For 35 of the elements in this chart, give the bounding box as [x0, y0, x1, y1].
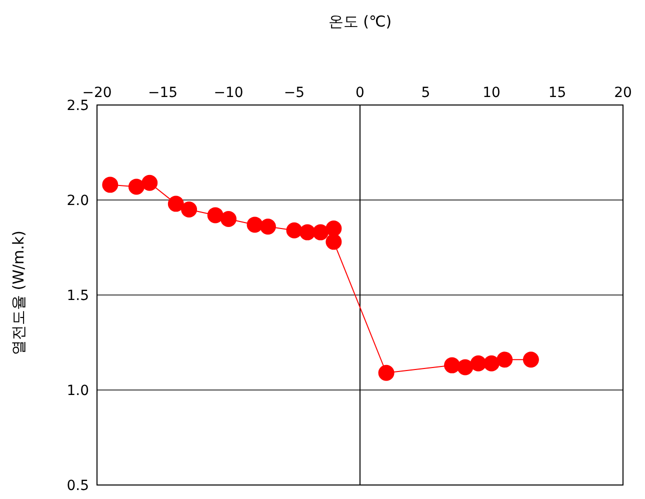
- y-tick-label: 1.0: [66, 382, 89, 399]
- point: [444, 357, 460, 374]
- x-axis-title: 온도 (℃): [328, 12, 392, 31]
- point: [260, 218, 276, 235]
- x-tick-label: 20: [614, 85, 632, 101]
- point: [246, 216, 263, 233]
- point: [378, 364, 394, 381]
- point: [128, 178, 144, 195]
- x-tick-label: 0: [356, 85, 364, 101]
- point: [299, 224, 316, 240]
- point: [312, 224, 329, 240]
- x-tick-label: 10: [482, 85, 500, 101]
- point: [326, 220, 342, 236]
- point: [484, 355, 500, 372]
- x-tick-label: 5: [421, 85, 430, 101]
- point: [207, 207, 224, 224]
- x-tick-label: −5: [284, 85, 305, 101]
- y-tick-label: 1.5: [66, 288, 89, 304]
- point: [102, 176, 118, 193]
- point: [457, 359, 474, 376]
- point: [181, 202, 198, 218]
- y-tick-label: 0.5: [66, 478, 89, 494]
- y-tick-label: 2.0: [66, 192, 89, 209]
- point: [168, 196, 184, 212]
- point: [522, 352, 539, 368]
- y-axis-title: 열전도율 (W/m.k): [9, 230, 28, 355]
- x-tick-label: 15: [548, 85, 566, 101]
- x-tick-label: −15: [148, 85, 178, 101]
- point: [142, 174, 158, 191]
- point: [496, 352, 513, 368]
- point: [220, 211, 236, 227]
- point: [326, 234, 342, 250]
- x-tick-label: −10: [214, 85, 244, 101]
- point: [470, 355, 486, 372]
- point: [286, 222, 302, 238]
